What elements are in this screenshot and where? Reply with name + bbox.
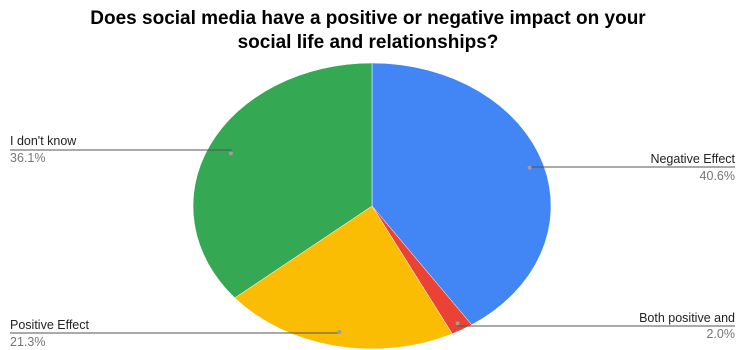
- pie-labels: Negative Effect 40.6% Both positive and 2.0…: [10, 134, 736, 349]
- chart-title-line-2: social life and relationships?: [238, 32, 499, 53]
- slice-label: I don't know: [10, 134, 77, 148]
- leader-dot: [455, 321, 460, 326]
- slice-label: Both positive and: [639, 311, 735, 325]
- pie-slice-positive-effect: [234, 205, 453, 350]
- pie-slice-i-don-t-know: [192, 62, 373, 299]
- slice-label: Negative Effect: [650, 152, 735, 166]
- slice-percentage: 36.1%: [10, 151, 45, 165]
- chart-title: Does social media have a positive or neg…: [90, 8, 646, 53]
- slice-percentage: 2.0%: [707, 327, 736, 341]
- pie-slice-negative-effect: [371, 62, 552, 326]
- leader-dot: [337, 330, 342, 334]
- leader-dot: [527, 165, 532, 170]
- leader-dot: [228, 151, 233, 156]
- slice-percentage: 40.6%: [700, 169, 735, 183]
- pie-slices: [192, 62, 552, 350]
- slice-percentage: 21.3%: [10, 335, 45, 349]
- chart-title-line-1: Does social media have a positive or neg…: [90, 8, 646, 29]
- leader-line: [529, 166, 735, 168]
- slice-label: Positive Effect: [10, 318, 90, 332]
